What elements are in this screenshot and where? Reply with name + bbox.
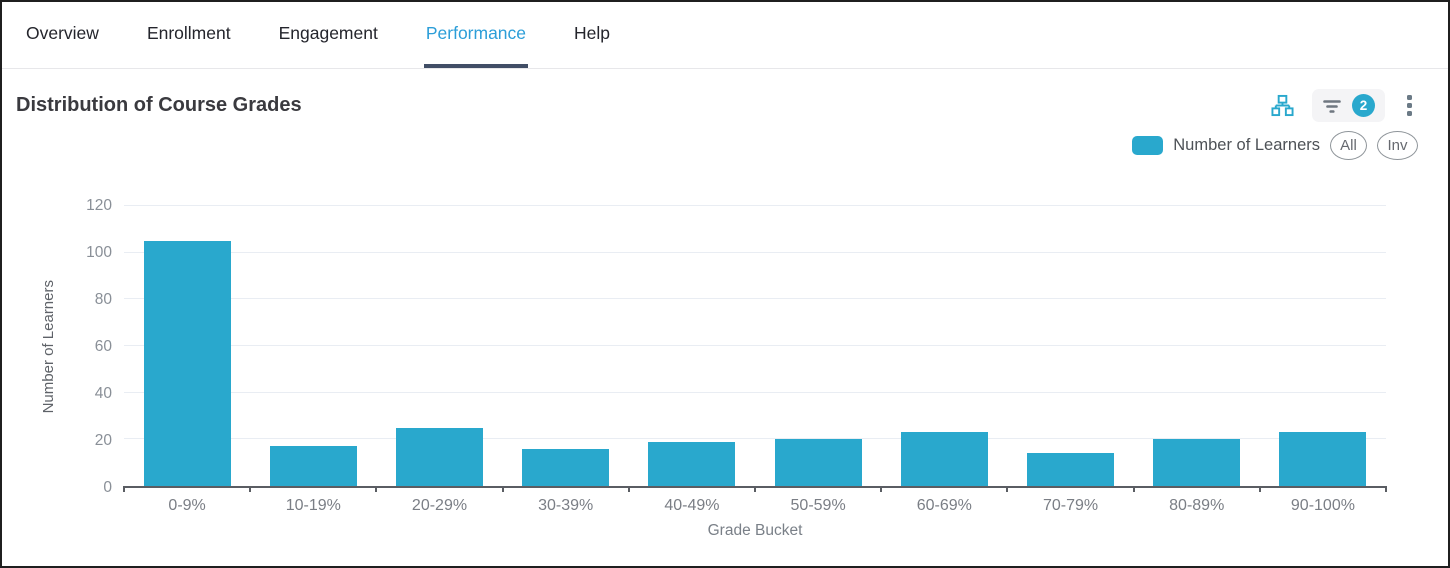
tab-engagement[interactable]: Engagement [277,2,380,68]
filter-icon [1322,96,1342,116]
x-axis-tick [754,486,756,492]
bar-60-69%[interactable] [900,432,988,486]
y-axis-tick-label: 20 [94,432,112,449]
x-axis-tick-label: 90-100% [1290,497,1355,514]
bar-20-29%[interactable] [395,427,484,486]
performance-panel: Distribution of Course Grades [2,89,1448,540]
x-axis-tick [501,486,504,492]
y-axis-tick-label: 120 [86,197,112,214]
bar-slot [376,206,502,486]
bar-90-100%[interactable] [1279,432,1367,486]
x-axis-tick [249,486,252,492]
x-axis-tick [1006,486,1009,492]
tab-overview[interactable]: Overview [24,2,101,68]
filter-button[interactable]: 2 [1312,89,1385,122]
bar-slot [250,206,376,486]
x-axis-tick [375,486,378,492]
legend-item-number-of-learners[interactable]: Number of Learners [1132,135,1320,155]
x-axis-title: Grade Bucket [707,522,803,539]
bar-series [124,206,1386,486]
x-axis-tick-label: 0-9% [168,497,206,514]
tab-enrollment[interactable]: Enrollment [145,2,233,68]
gridline [124,298,1386,300]
x-axis-tick [1132,486,1135,492]
y-axis-title: Number of Learners [39,280,57,414]
bar-chart: Number of Learners 0 20 40 60 80 100 120 [16,197,1434,496]
legend-label: Number of Learners [1173,135,1320,154]
x-axis-tick-label: 70-79% [1042,497,1099,514]
page-title: Distribution of Course Grades [16,94,302,116]
x-axis-tick-label: 60-69% [916,497,972,514]
gridline [124,438,1386,440]
hierarchy-icon [1271,94,1294,117]
x-axis-tick-label: 40-49% [664,497,720,514]
y-axis-tick-label: 0 [103,479,112,496]
bar-50-59%[interactable] [774,439,862,486]
x-axis-tick [123,486,125,492]
bar-slot [124,206,250,486]
x-axis-tick-label: 80-89% [1169,497,1225,514]
y-axis-tick-label: 100 [86,244,112,261]
bar-80-89%[interactable] [1153,439,1241,486]
bar-slot [1260,206,1386,486]
kebab-menu-icon[interactable] [1401,93,1418,118]
bar-slot [1007,206,1133,486]
x-axis-tick-labels: 0-9% 10-19% 20-29% 30-39% 40-49% 50-59% 60-69%… [124,497,1386,515]
hierarchy-button[interactable] [1269,92,1296,119]
plot-area [123,205,1387,492]
x-axis-tick-label: 20-29% [411,497,468,514]
legend-row: Number of Learners All Inv [16,130,1434,160]
bar-30-39%[interactable] [522,448,610,486]
bar-slot [1134,206,1260,486]
y-axis-tick-label: 60 [94,338,112,355]
x-axis-tick [1385,486,1387,492]
x-axis-tick [627,486,630,492]
x-axis-tick [1258,486,1261,492]
bar-slot [881,206,1007,486]
y-axis-tick-label: 40 [94,385,112,402]
bar-10-19%[interactable] [269,446,357,486]
x-axis-tick [880,486,883,492]
legend-swatch [1132,135,1164,155]
y-axis-tick-labels: 0 20 40 60 80 100 120 [66,197,124,496]
x-axis-tick-label: 10-19% [285,497,341,514]
bar-slot [629,206,755,486]
gridline [124,345,1386,346]
bar-70-79%[interactable] [1026,453,1115,486]
bar-40-49%[interactable] [648,441,736,486]
legend-all-button[interactable]: All [1330,130,1367,160]
header-actions: 2 [1269,89,1418,122]
tab-help[interactable]: Help [572,2,612,68]
x-axis-tick-label: 30-39% [538,497,594,514]
tab-performance[interactable]: Performance [423,2,529,68]
y-axis-tick-label: 80 [94,291,112,308]
bar-0-9%[interactable] [143,241,231,486]
filter-count-badge: 2 [1352,94,1375,117]
bar-slot [503,206,629,486]
tab-bar: Overview Enrollment Engagement Performance H… [2,2,1448,69]
bar-slot [755,206,881,486]
x-axis-tick-label: 50-59% [790,497,846,514]
gridline [124,251,1386,253]
legend-inv-button[interactable]: Inv [1377,130,1418,160]
gridline [124,205,1386,206]
chart-header: Distribution of Course Grades [16,89,1434,122]
gridline [124,391,1386,393]
